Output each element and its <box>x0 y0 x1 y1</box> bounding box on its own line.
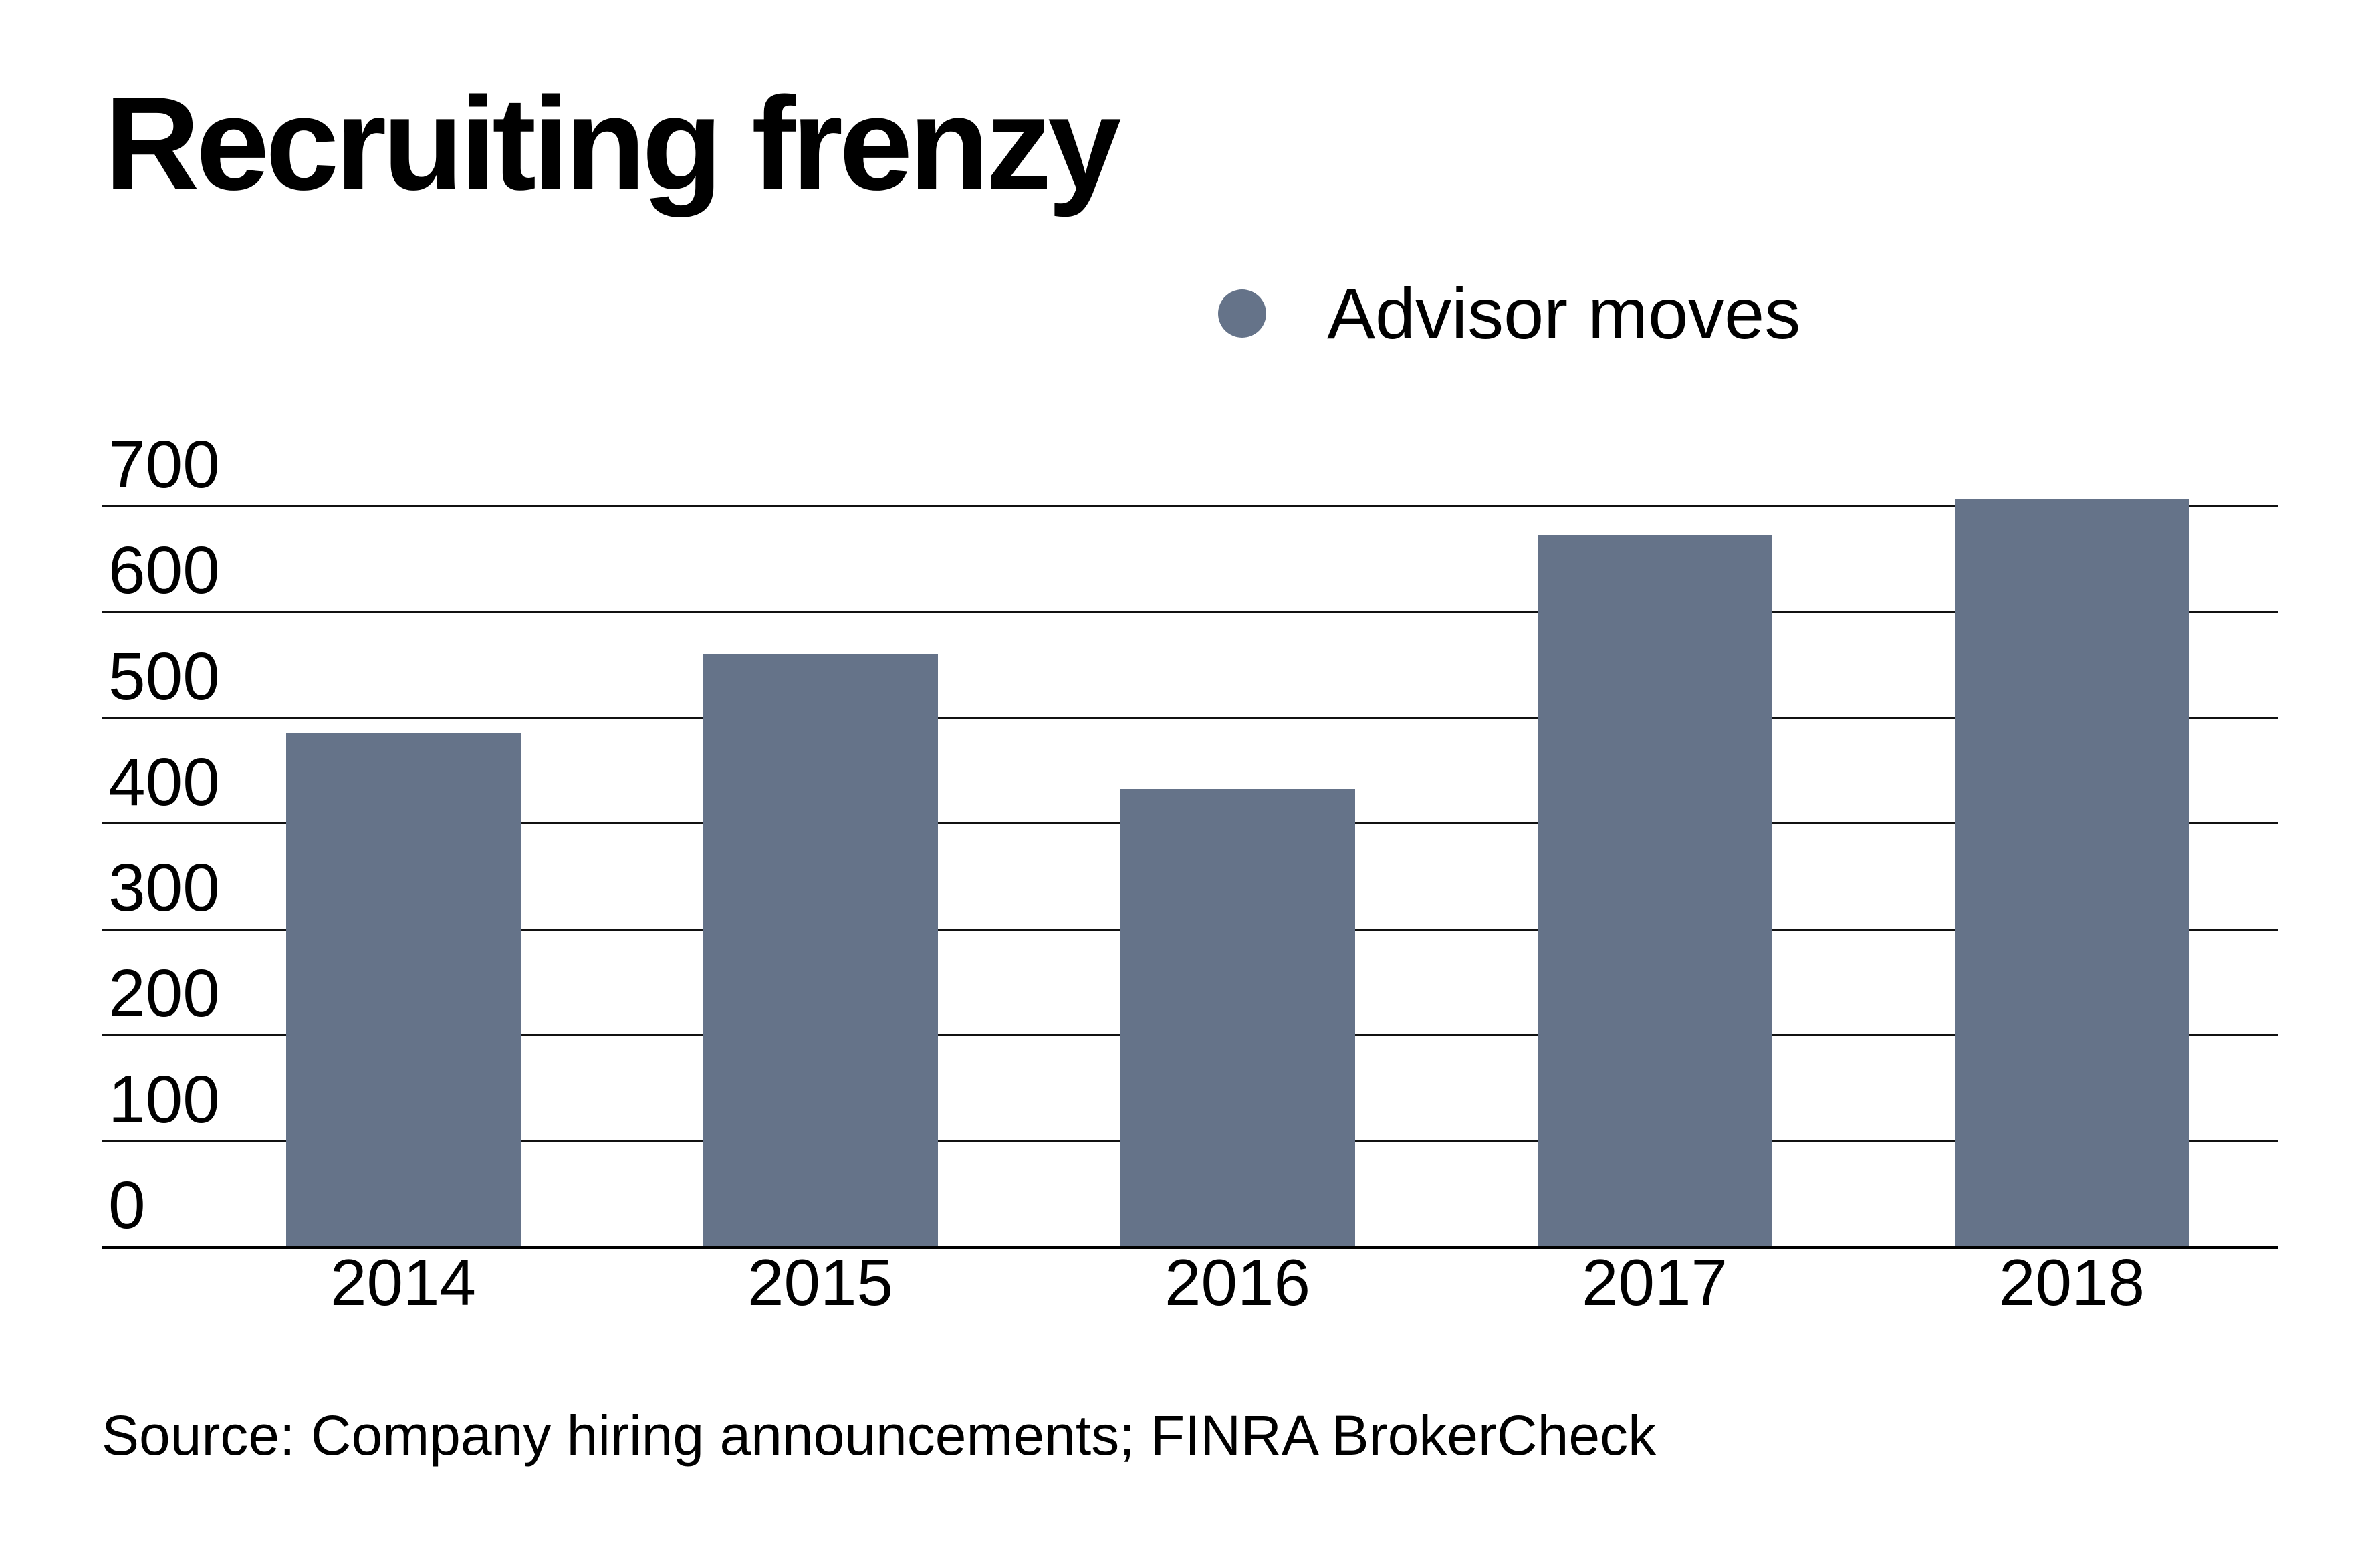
y-tick-label: 100 <box>108 1062 220 1137</box>
legend-label: Advisor moves <box>1327 273 1801 354</box>
gridline <box>102 610 2278 613</box>
bar-2016 <box>1120 788 1355 1247</box>
y-tick-label: 400 <box>108 744 220 820</box>
x-tick-label: 2014 <box>330 1245 476 1319</box>
y-tick-label: 300 <box>108 850 220 926</box>
legend: Advisor moves <box>1218 277 1800 350</box>
plot-area <box>102 498 2278 1249</box>
y-tick-label: 500 <box>108 638 220 714</box>
x-tick-label: 2016 <box>1164 1245 1310 1319</box>
bar-2018 <box>1954 498 2189 1247</box>
y-tick-label: 0 <box>108 1168 146 1243</box>
bar-2014 <box>285 733 521 1247</box>
bar-2015 <box>703 654 938 1247</box>
y-tick-label: 700 <box>108 427 220 502</box>
x-tick-label: 2018 <box>1998 1245 2145 1319</box>
x-tick-label: 2017 <box>1581 1245 1728 1319</box>
source-note: Source: Company hiring announcements; FI… <box>102 1404 1657 1467</box>
chart-title: Recruiting frenzy <box>104 70 1121 217</box>
y-tick-label: 600 <box>108 533 220 608</box>
gridline <box>102 505 2278 507</box>
bar-2017 <box>1537 534 1772 1247</box>
gridline <box>102 717 2278 719</box>
y-tick-label: 200 <box>108 956 220 1032</box>
legend-marker-icon <box>1218 289 1266 338</box>
x-tick-label: 2015 <box>747 1245 893 1319</box>
x-axis-line <box>102 1245 2278 1249</box>
